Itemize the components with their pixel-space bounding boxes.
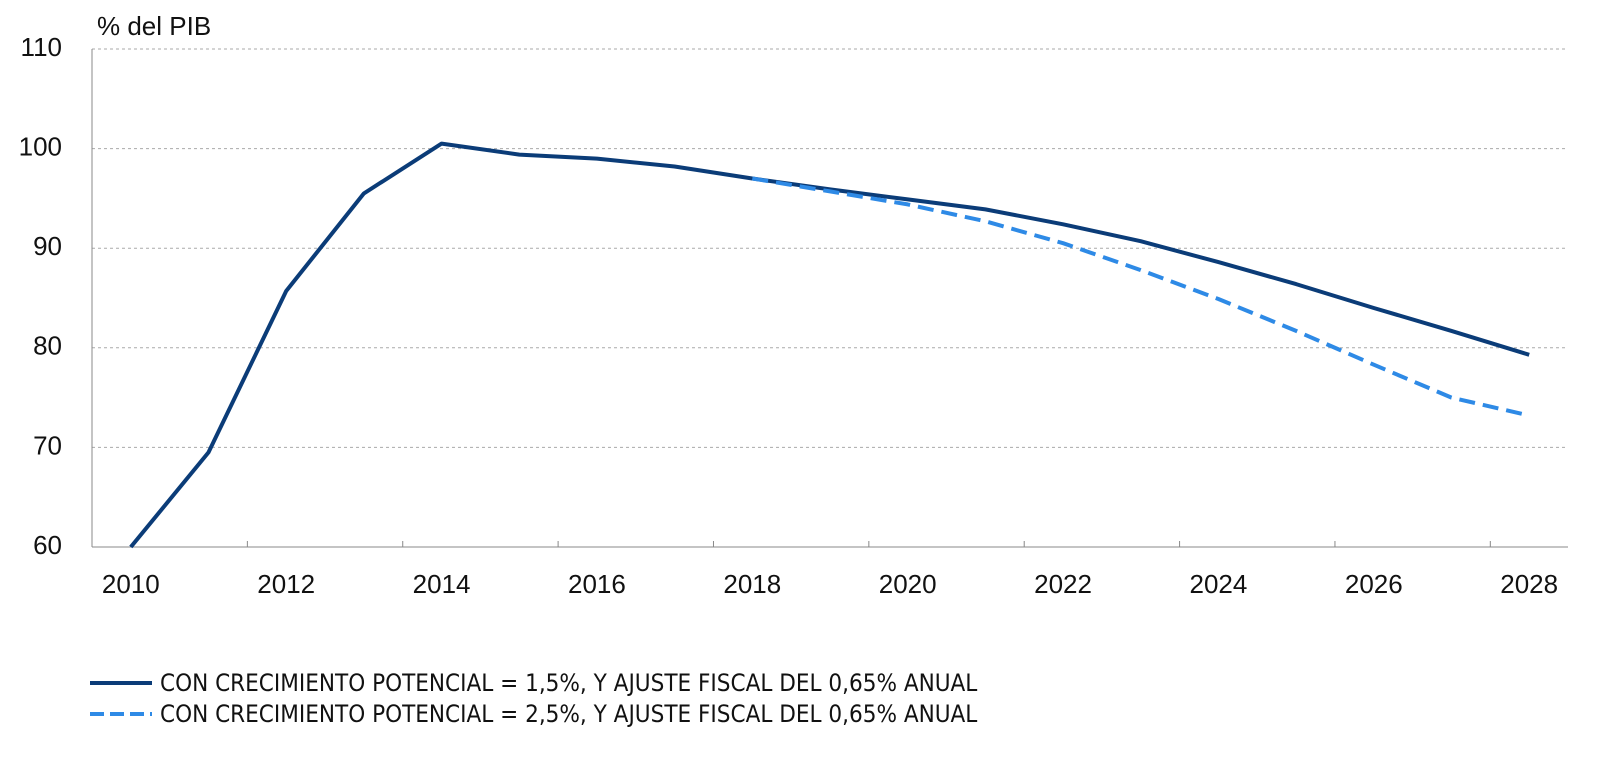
y-tick-label: 80 — [33, 331, 62, 361]
legend-label: CON CRECIMIENTO POTENCIAL = 2,5%, Y AJUS… — [160, 700, 977, 728]
y-axis-label: % del PIB — [97, 11, 211, 41]
legend-label: CON CRECIMIENTO POTENCIAL = 1,5%, Y AJUS… — [160, 669, 977, 697]
x-tick-label: 2018 — [723, 569, 781, 599]
x-tick-label: 2024 — [1189, 569, 1247, 599]
x-tick-label: 2010 — [102, 569, 160, 599]
line-series — [129, 141, 1530, 549]
y-tick-label: 70 — [33, 430, 62, 460]
y-tick-label: 60 — [33, 530, 62, 560]
line-series — [751, 176, 1530, 418]
x-tick-label: 2022 — [1034, 569, 1092, 599]
y-tick-label: 90 — [33, 231, 62, 261]
y-tick-label: 100 — [19, 131, 62, 161]
x-tick-label: 2026 — [1345, 569, 1403, 599]
x-tick-label: 2020 — [879, 569, 937, 599]
x-tick-label: 2028 — [1500, 569, 1558, 599]
x-tick-label: 2014 — [413, 569, 471, 599]
x-tick-label: 2016 — [568, 569, 626, 599]
x-tick-label: 2012 — [257, 569, 315, 599]
y-tick-label: 110 — [21, 32, 62, 62]
